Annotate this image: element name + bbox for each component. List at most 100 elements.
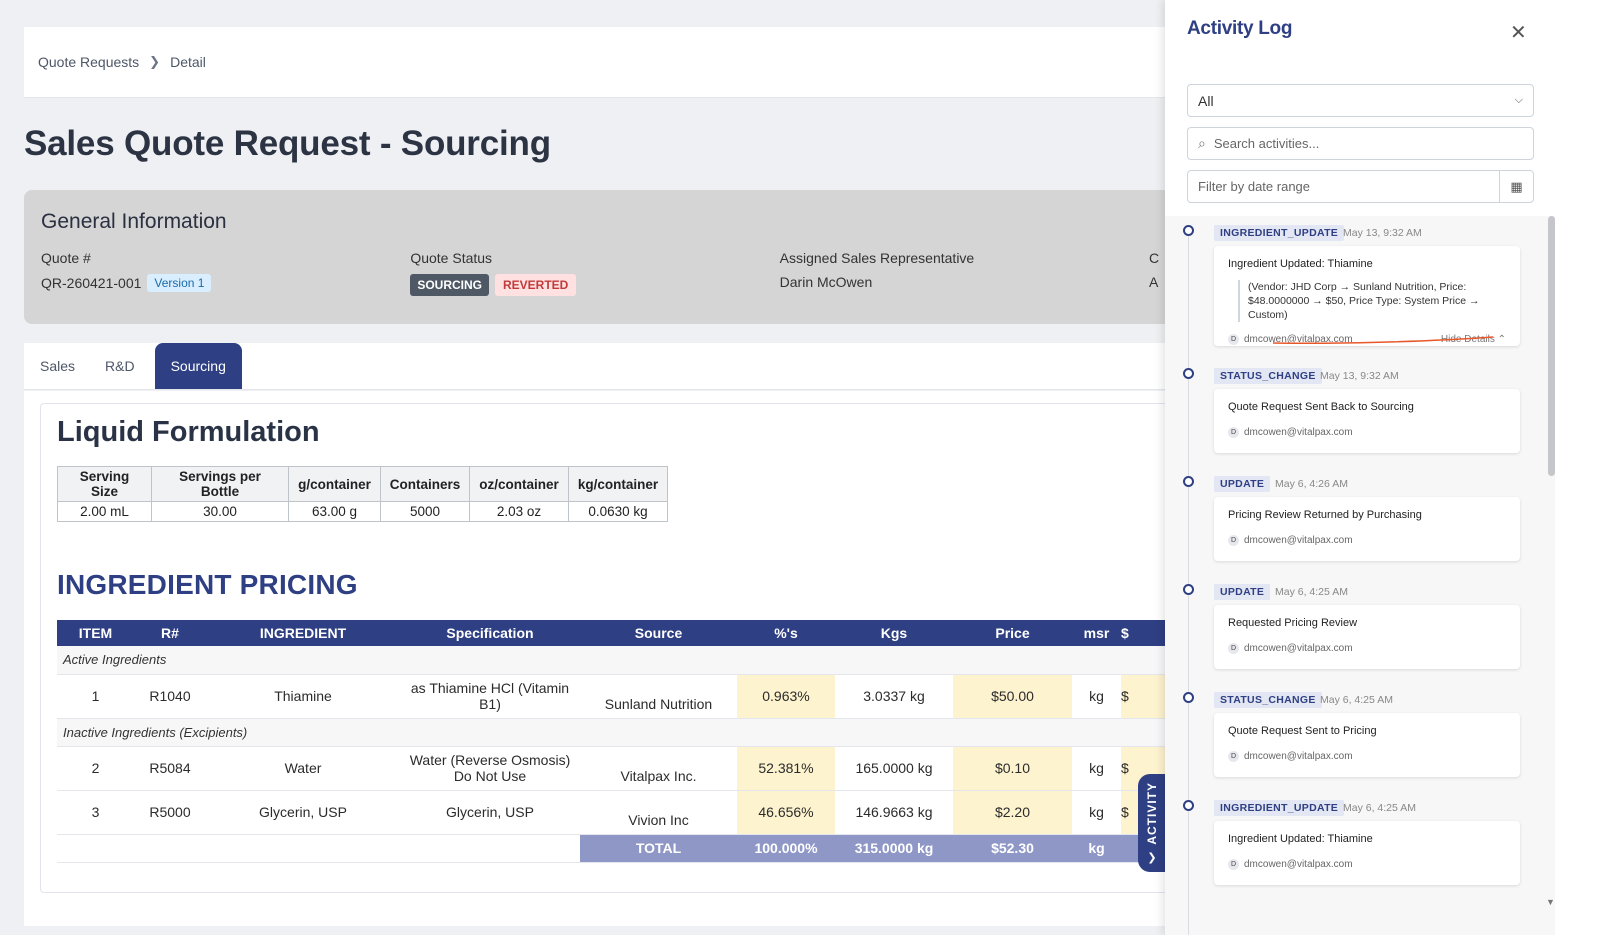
timeline-dot [1183, 225, 1194, 236]
breadcrumb-quote-requests[interactable]: Quote Requests [38, 54, 140, 70]
activity-timeline: INGREDIENT_UPDATE May 13, 9:32 AM Ingred… [1165, 216, 1555, 935]
cell-source[interactable]: Sunland Nutrition [580, 674, 737, 719]
tab-sourcing[interactable]: Sourcing [154, 343, 242, 389]
activity-time: May 6, 4:25 AM [1320, 694, 1393, 706]
breadcrumb: Quote Requests ❯ Detail [24, 27, 1195, 98]
close-icon[interactable]: ✕ [1510, 22, 1527, 44]
scroll-down-icon[interactable]: ▼ [1546, 897, 1555, 907]
total-spacer [57, 834, 580, 863]
avatar: D [1228, 535, 1239, 546]
activity-toggle-button[interactable]: ACTIVITY ❯ [1138, 774, 1166, 872]
activity-type-badge: UPDATE [1214, 476, 1271, 492]
serving-cell: 2.00 mL [57, 501, 152, 522]
quote-status-label: Quote Status [410, 250, 493, 266]
serving-header: Servings per Bottle [151, 466, 289, 502]
formulation-title: Liquid Formulation [57, 416, 320, 448]
cell-source[interactable]: Vivion Inc [580, 790, 737, 835]
select-value: All [1198, 92, 1214, 109]
search-activities-input[interactable]: ⌕ Search activities... [1187, 127, 1534, 160]
cell-r: R5000 [134, 790, 206, 835]
activity-user: dmcowen@vitalpax.com [1244, 643, 1353, 654]
serving-header: g/container [288, 466, 381, 502]
date-placeholder: Filter by date range [1198, 179, 1311, 194]
extra-field-label: C [1148, 250, 1160, 266]
tab-sales[interactable]: Sales [40, 358, 76, 374]
avatar: D [1228, 859, 1239, 870]
cell-pct[interactable]: 52.381% [737, 746, 835, 791]
general-information-card: General Information Quote # QR-260421-00… [24, 190, 1195, 324]
cell-source[interactable]: Vitalpax Inc. [580, 746, 737, 791]
panel-scrollbar[interactable] [1548, 216, 1555, 476]
activity-card: Quote Request Sent to Pricing D dmcowen@… [1214, 713, 1520, 777]
cell-pct[interactable]: 46.656% [737, 790, 835, 835]
serving-cell: 5000 [380, 501, 470, 522]
activity-title: Ingredient Updated: Thiamine [1228, 258, 1373, 270]
serving-header: Containers [380, 466, 470, 502]
table-row: 1 R1040 Thiamine as Thiamine HCl (Vitami… [57, 674, 1195, 719]
activity-card: Requested Pricing Review D dmcowen@vital… [1214, 605, 1520, 669]
table-row: 2 R5084 Water Water (Reverse Osmosis) Do… [57, 746, 1195, 791]
activity-time: May 6, 4:25 AM [1275, 586, 1348, 598]
activity-tab-label: ACTIVITY [1145, 782, 1159, 845]
cell-msr: kg [1072, 746, 1121, 791]
timeline-line [1188, 226, 1189, 935]
activity-log-title: Activity Log [1187, 18, 1293, 39]
cell-kgs: 146.9663 kg [835, 790, 953, 835]
col-header-pct: %'s [737, 620, 835, 646]
chevron-right-icon: ❯ [1147, 851, 1157, 864]
annotation-underline [1273, 336, 1494, 344]
col-header-item: ITEM [57, 620, 134, 646]
hide-details-button[interactable]: Hide Details ⌃ [1441, 334, 1506, 345]
group-active-ingredients: Active Ingredients [57, 646, 1195, 675]
cell-spec: Glycerin, USP [400, 790, 580, 835]
date-range-input[interactable]: Filter by date range ▦ [1187, 170, 1534, 203]
chevron-down-icon: ⌵ [1514, 94, 1523, 106]
total-kgs: 315.0000 kg [835, 834, 953, 863]
main-content: Quote Requests ❯ Detail Sales Quote Requ… [24, 27, 1195, 926]
ingredient-pricing-title: INGREDIENT PRICING [57, 569, 358, 600]
activity-title: Pricing Review Returned by Purchasing [1228, 509, 1422, 521]
avatar: D [1228, 427, 1239, 438]
cell-kgs: 165.0000 kg [835, 746, 953, 791]
col-header-msr: msr [1072, 620, 1121, 646]
activity-time: May 13, 9:32 AM [1320, 370, 1399, 382]
serving-header: kg/container [568, 466, 668, 502]
timeline-dot [1183, 584, 1194, 595]
cell-price[interactable]: $0.10 [953, 746, 1072, 791]
activity-type-badge: STATUS_CHANGE [1214, 368, 1322, 384]
activity-type-badge: STATUS_CHANGE [1214, 692, 1322, 708]
group-inactive-ingredients: Inactive Ingredients (Excipients) [57, 718, 1195, 747]
serving-header: oz/container [469, 466, 569, 502]
cell-price[interactable]: $2.20 [953, 790, 1072, 835]
total-row: TOTAL 100.000% 315.0000 kg $52.30 kg [57, 834, 1195, 863]
activity-user: dmcowen@vitalpax.com [1244, 427, 1353, 438]
cell-ingredient: Glycerin, USP [206, 790, 400, 835]
serving-header: Serving Size [57, 466, 152, 502]
activity-title: Requested Pricing Review [1228, 617, 1358, 629]
breadcrumb-detail: Detail [170, 54, 206, 70]
activity-time: May 6, 4:25 AM [1343, 802, 1416, 814]
activity-detail-line: $48.0000000 → $50, Price Type: System Pr… [1248, 295, 1480, 321]
sales-rep-label: Assigned Sales Representative [779, 250, 975, 266]
cell-pct[interactable]: 0.963% [737, 674, 835, 719]
calendar-icon[interactable]: ▦ [1499, 171, 1533, 202]
extra-field-value: A [1148, 274, 1159, 290]
activity-user: dmcowen@vitalpax.com [1244, 334, 1353, 345]
activity-user: dmcowen@vitalpax.com [1244, 535, 1353, 546]
tab-rnd[interactable]: R&D [105, 358, 135, 374]
col-header-specification: Specification [400, 620, 580, 646]
timeline-dot [1183, 692, 1194, 703]
serving-cell: 30.00 [151, 501, 289, 522]
timeline-dot [1183, 476, 1194, 487]
cell-price[interactable]: $50.00 [953, 674, 1072, 719]
chevron-right-icon: ❯ [149, 54, 161, 69]
search-placeholder: Search activities... [1213, 136, 1320, 151]
col-header-ingredient: INGREDIENT [206, 620, 400, 646]
chevron-up-icon: ⌃ [1497, 334, 1506, 345]
activity-card: Ingredient Updated: Thiamine D dmcowen@v… [1214, 821, 1520, 885]
activity-time: May 13, 9:32 AM [1343, 227, 1422, 239]
activity-type-select[interactable]: All ⌵ [1187, 84, 1534, 117]
serving-cell: 2.03 oz [469, 501, 569, 522]
serving-table: Serving Size Servings per Bottle g/conta… [57, 466, 668, 522]
activity-title: Quote Request Sent Back to Sourcing [1228, 401, 1414, 413]
